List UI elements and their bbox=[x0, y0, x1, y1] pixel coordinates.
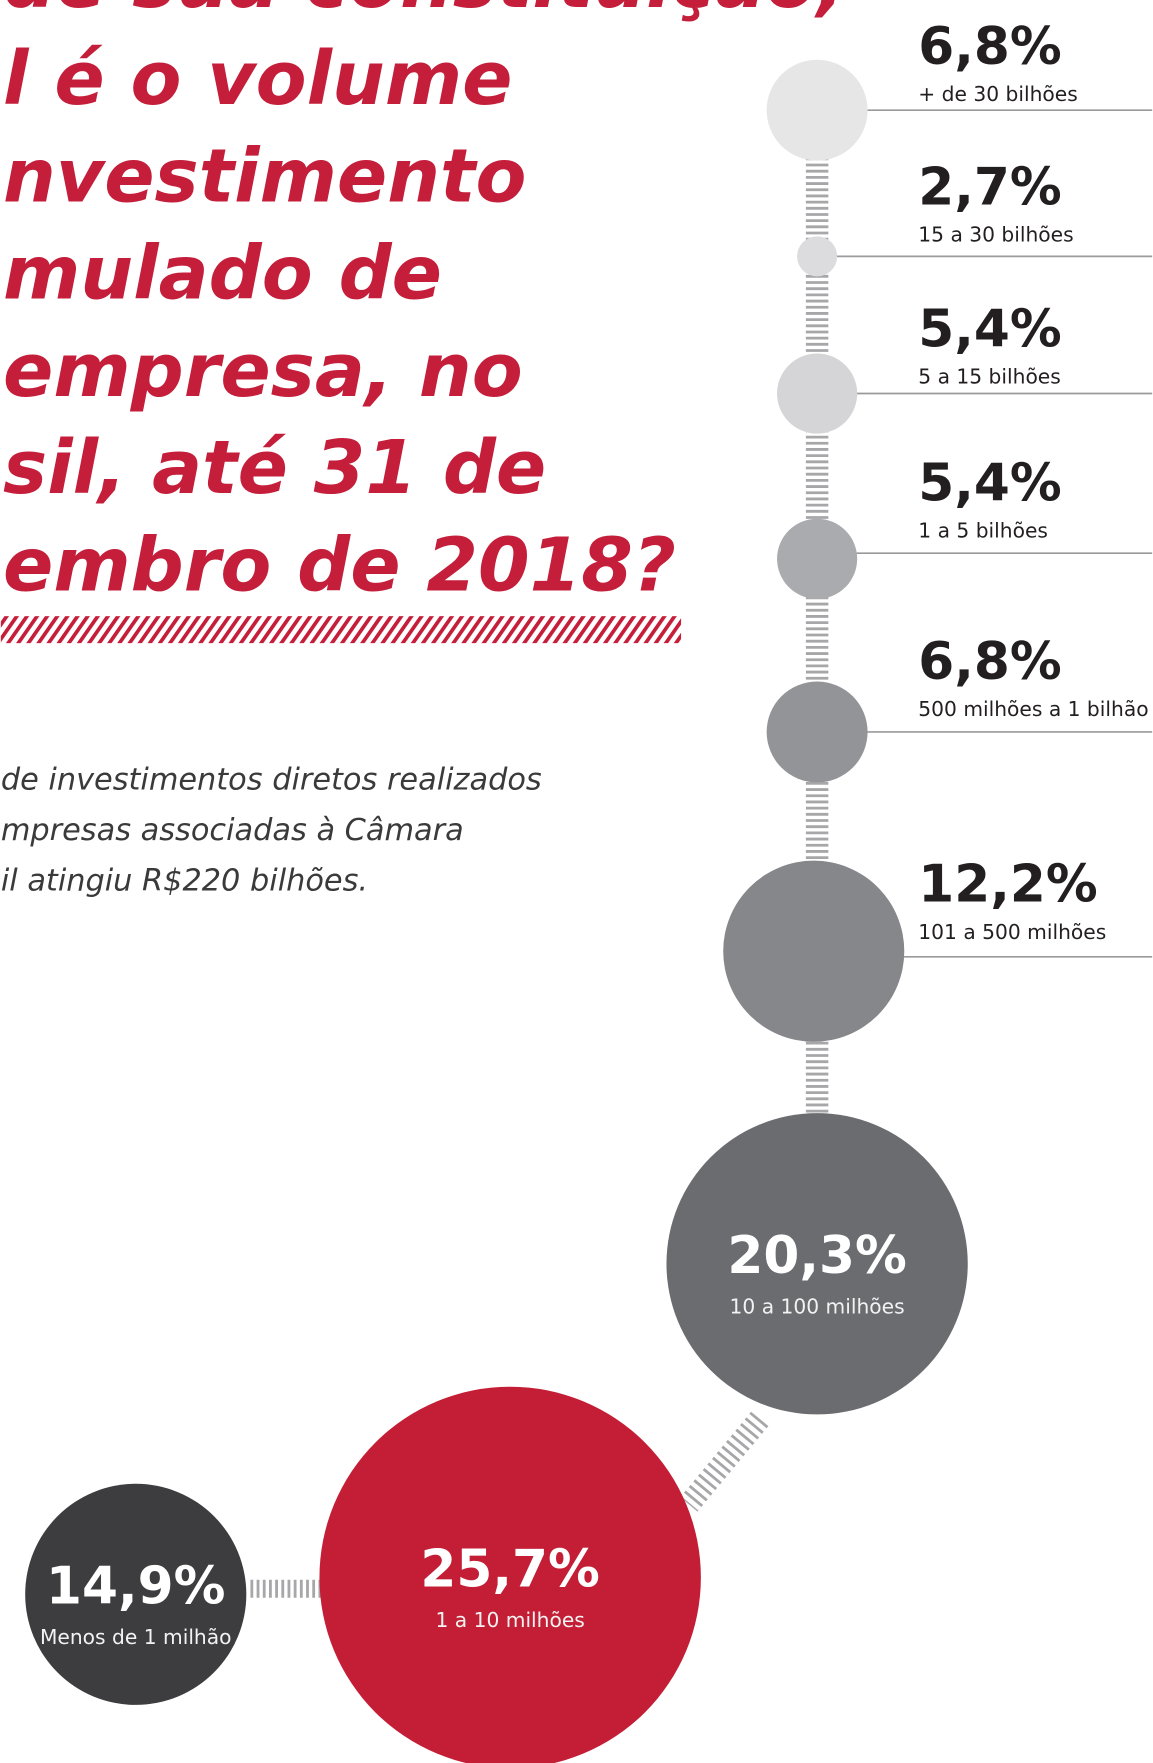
title-line: mulado de bbox=[3, 231, 442, 317]
category-label: + de 30 bilhões bbox=[918, 82, 1077, 106]
category-label: 1 a 5 bilhões bbox=[918, 518, 1048, 542]
value-label: 12,2% bbox=[918, 855, 1097, 915]
value-label: 6,8% bbox=[918, 632, 1061, 692]
category-label: 10 a 100 milhões bbox=[730, 1294, 905, 1318]
title-hatch bbox=[0, 616, 682, 644]
value-label: 5,4% bbox=[918, 453, 1061, 513]
value-label: 25,7% bbox=[420, 1539, 599, 1599]
title-line: sil, até 31 de bbox=[3, 425, 546, 511]
category-label: 15 a 30 bilhões bbox=[918, 223, 1073, 247]
subtitle-line: de investimentos diretos realizados bbox=[1, 762, 542, 797]
bubble bbox=[723, 860, 905, 1042]
subtitle-line: il atingiu R$220 bilhões. bbox=[1, 863, 368, 898]
bubble bbox=[666, 1113, 968, 1415]
value-label: 14,9% bbox=[46, 1556, 225, 1616]
category-label: Menos de 1 milhão bbox=[40, 1625, 232, 1649]
value-label: 2,7% bbox=[918, 158, 1061, 218]
subtitle-line: mpresas associadas à Câmara bbox=[1, 813, 464, 848]
category-label: 1 a 10 milhões bbox=[435, 1608, 584, 1632]
category-label: 500 milhões a 1 bilhão bbox=[918, 697, 1148, 721]
connectors bbox=[250, 157, 829, 1598]
bubble bbox=[766, 59, 868, 161]
title-line: empresa, no bbox=[3, 328, 523, 414]
bubble bbox=[766, 681, 868, 783]
value-label: 6,8% bbox=[918, 17, 1061, 77]
connector-diagonal bbox=[680, 1411, 769, 1512]
bubble bbox=[25, 1483, 247, 1705]
bubble bbox=[797, 236, 838, 277]
bubble bbox=[777, 518, 858, 599]
title-line: l é o volume bbox=[3, 36, 512, 122]
bubble bbox=[319, 1386, 701, 1763]
value-label: 5,4% bbox=[918, 299, 1061, 359]
bubble bbox=[777, 353, 858, 434]
category-label: 5 a 15 bilhões bbox=[918, 364, 1060, 388]
title-line: embro de 2018? bbox=[3, 522, 676, 608]
category-label: 101 a 500 milhões bbox=[918, 920, 1106, 944]
value-label: 20,3% bbox=[727, 1226, 906, 1286]
title-line: nvestimento bbox=[3, 133, 526, 219]
title-line: de sua constituição, bbox=[3, 0, 845, 25]
